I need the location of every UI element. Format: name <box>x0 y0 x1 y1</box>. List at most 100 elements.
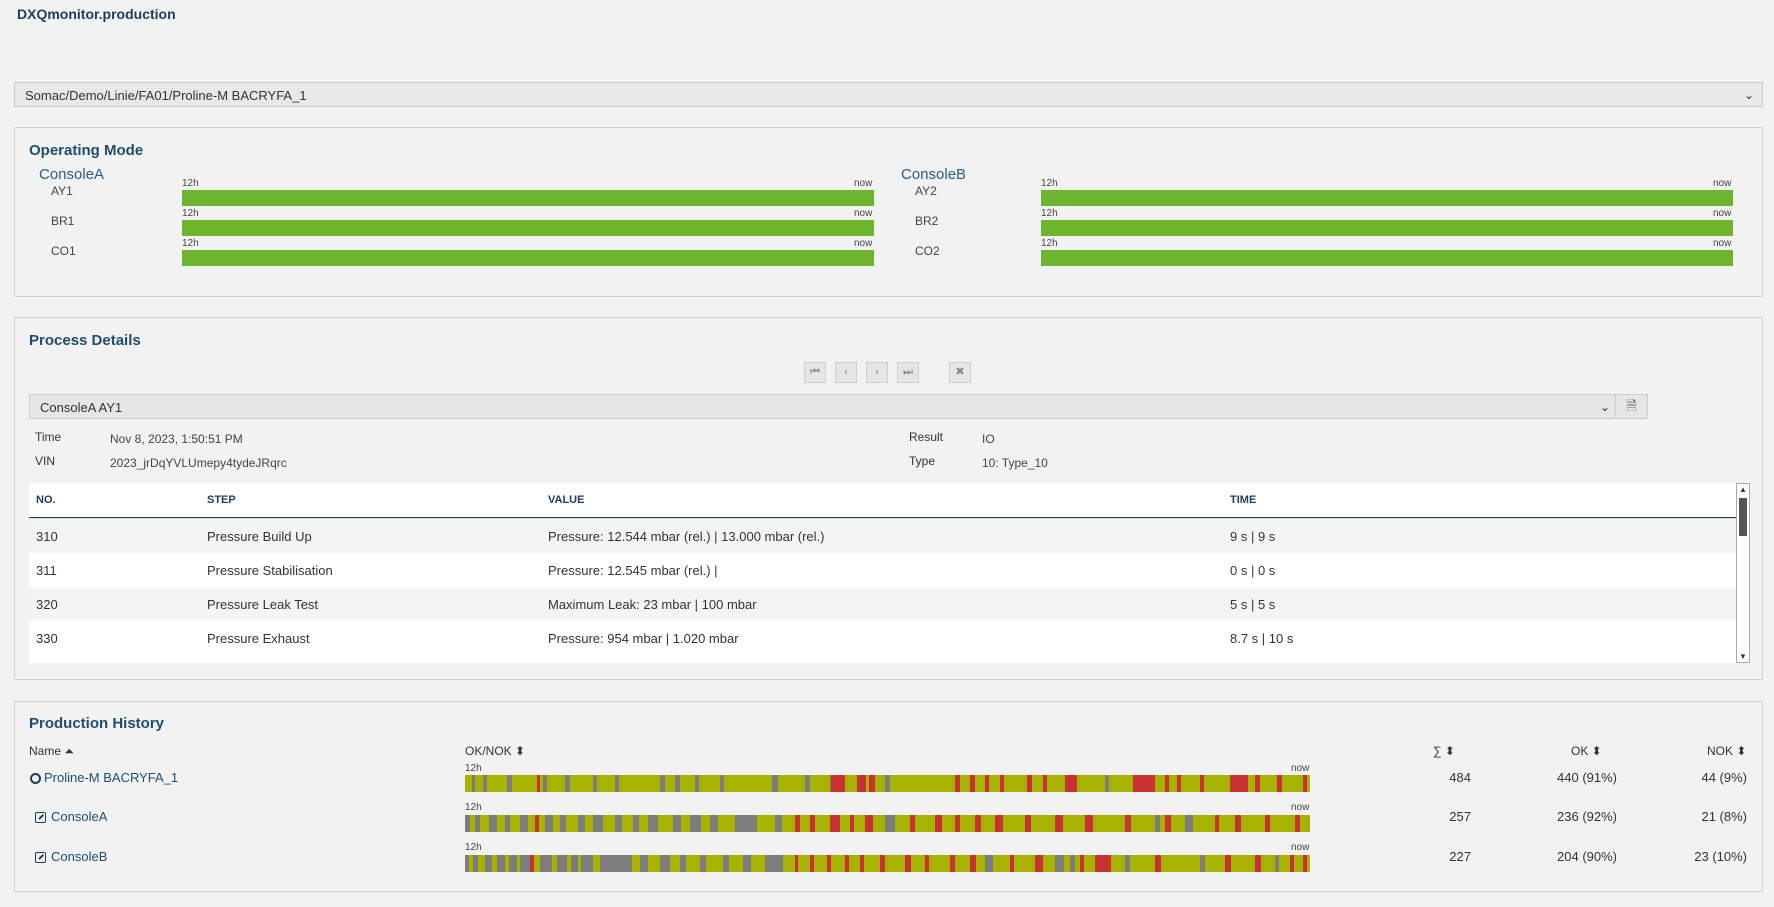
run-select[interactable]: ConsoleA AY1 ⌄ <box>29 394 1619 419</box>
op-timeline-bar[interactable] <box>182 220 874 236</box>
process-details-title: Process Details <box>29 332 141 349</box>
nok-segment <box>1010 855 1014 872</box>
op-timeline-bar[interactable] <box>1041 190 1733 206</box>
ok-column-header[interactable]: OK ⬍ <box>1571 744 1602 758</box>
op-timeline-bar[interactable] <box>1041 220 1733 236</box>
nok-segment <box>1255 775 1260 792</box>
scroll-up-icon[interactable]: ▲ <box>1739 485 1747 494</box>
op-timeline-bar[interactable] <box>182 190 874 206</box>
oknok-timeline-bar[interactable] <box>465 815 1310 832</box>
idle-segment <box>985 855 993 872</box>
nok-segment <box>1235 815 1241 832</box>
nok-segment <box>975 815 981 832</box>
history-row-ok: 204 (90%) <box>1557 849 1617 864</box>
nok-segment <box>795 855 798 872</box>
idle-segment <box>1200 855 1205 872</box>
external-link-icon[interactable] <box>35 852 46 863</box>
scroll-down-icon[interactable]: ▼ <box>1739 652 1747 661</box>
idle-segment <box>680 855 686 872</box>
oknok-column-header[interactable]: OK/NOK ⬍ <box>465 744 526 758</box>
table-row[interactable]: 330 Pressure Exhaust Pressure: 954 mbar … <box>29 621 1750 655</box>
oknok-timeline-bar[interactable] <box>465 855 1310 872</box>
row-time: 0 s | 0 s <box>1230 563 1276 578</box>
chevron-left-icon: ‹ <box>844 366 848 378</box>
external-link-icon[interactable] <box>35 812 46 823</box>
column-header-no[interactable]: NO. <box>36 494 56 506</box>
nok-segment <box>857 775 866 792</box>
history-row-nok: 23 (10%) <box>1694 849 1747 864</box>
nok-segment <box>995 815 1003 832</box>
history-row-name[interactable]: ConsoleB <box>51 849 108 864</box>
idle-segment <box>765 855 783 872</box>
table-row[interactable]: 320 Pressure Leak Test Maximum Leak: 23 … <box>29 587 1750 621</box>
idle-segment <box>465 855 469 872</box>
idle-segment <box>690 815 701 832</box>
table-scrollbar[interactable]: ▲ ▼ <box>1736 483 1750 663</box>
next-record-button[interactable]: › <box>866 362 888 383</box>
idle-segment <box>593 815 603 832</box>
nok-segment <box>950 855 955 872</box>
type-label: Type <box>909 454 936 468</box>
line-path-value: Somac/Demo/Linie/FA01/Proline-M BACRYFA_… <box>25 88 307 103</box>
vin-value: 2023_jrDqYVLUmepy4tydeJRqrc <box>110 456 287 470</box>
op-timeline-bar[interactable] <box>1041 250 1733 266</box>
idle-segment <box>695 775 699 792</box>
nok-column-header[interactable]: NOK ⬍ <box>1707 744 1747 758</box>
row-step: Pressure Stabilisation <box>207 563 333 578</box>
history-row-sum: 227 <box>1449 849 1471 864</box>
oknok-timeline-bar[interactable] <box>465 775 1310 792</box>
table-row[interactable]: 311 Pressure Stabilisation Pressure: 12.… <box>29 553 1750 587</box>
idle-segment <box>600 855 632 872</box>
nok-segment <box>1085 815 1093 832</box>
history-row-name[interactable]: ConsoleA <box>51 809 108 824</box>
name-column-header[interactable]: Name ⏶ <box>29 744 74 758</box>
op-row-start: 12h <box>1041 178 1058 189</box>
close-icon: ✖ <box>955 366 965 378</box>
line-path-select[interactable]: Somac/Demo/Linie/FA01/Proline-M BACRYFA_… <box>14 82 1763 107</box>
nok-segment <box>830 815 840 832</box>
idle-segment <box>593 775 597 792</box>
table-row[interactable]: 310 Pressure Build Up Pressure: 12.544 m… <box>29 519 1750 553</box>
nok-segment <box>1303 855 1307 872</box>
time-value: Nov 8, 2023, 1:50:51 PM <box>110 432 243 446</box>
production-history-panel: Production History Name ⏶ OK/NOK ⬍ ∑ ⬍ O… <box>14 701 1763 892</box>
history-row-name[interactable]: Proline-M BACRYFA_1 <box>44 770 179 785</box>
idle-segment <box>489 815 497 832</box>
idle-segment <box>497 855 505 872</box>
nok-segment <box>1095 855 1111 872</box>
column-header-step[interactable]: STEP <box>207 494 236 506</box>
first-record-button[interactable]: ⏮ <box>804 362 826 383</box>
last-record-button[interactable]: ⏭ <box>897 362 919 383</box>
idle-segment <box>885 815 895 832</box>
idle-segment <box>505 815 510 832</box>
row-step: Pressure Leak Test <box>207 597 319 612</box>
row-step: Pressure Exhaust <box>207 631 310 646</box>
column-header-time[interactable]: TIME <box>1230 494 1257 506</box>
nok-segment <box>831 775 845 792</box>
row-no: 311 <box>36 563 57 578</box>
row-value: Pressure: 12.544 mbar (rel.) | 13.000 mb… <box>548 529 825 544</box>
circle-icon <box>30 773 41 784</box>
nok-segment <box>1230 775 1248 792</box>
nok-segment <box>535 815 539 832</box>
scrollbar-thumb[interactable] <box>1739 498 1747 536</box>
column-header-value[interactable]: VALUE <box>548 494 585 506</box>
history-row-start: 12h <box>465 842 482 853</box>
nok-segment <box>865 815 873 832</box>
row-time: 9 s | 9 s <box>1230 529 1276 544</box>
op-timeline-bar[interactable] <box>182 250 874 266</box>
op-row-start: 12h <box>182 178 199 189</box>
process-steps-table: NO. STEP VALUE TIME 310 Pressure Build U… <box>29 483 1750 663</box>
type-value: 10: Type_10 <box>982 456 1048 470</box>
operating-mode-title: Operating Mode <box>29 142 144 159</box>
close-record-button[interactable]: ✖ <box>949 362 971 383</box>
nok-segment <box>530 855 534 872</box>
history-row-end: now <box>1291 842 1310 853</box>
idle-segment <box>772 775 778 792</box>
production-history-title: Production History <box>29 715 165 732</box>
sum-column-header[interactable]: ∑ ⬍ <box>1433 744 1455 758</box>
export-button[interactable]: 🗎 <box>1615 394 1648 419</box>
previous-record-button[interactable]: ‹ <box>835 362 857 383</box>
nok-segment <box>810 855 814 872</box>
idle-segment <box>633 815 639 832</box>
